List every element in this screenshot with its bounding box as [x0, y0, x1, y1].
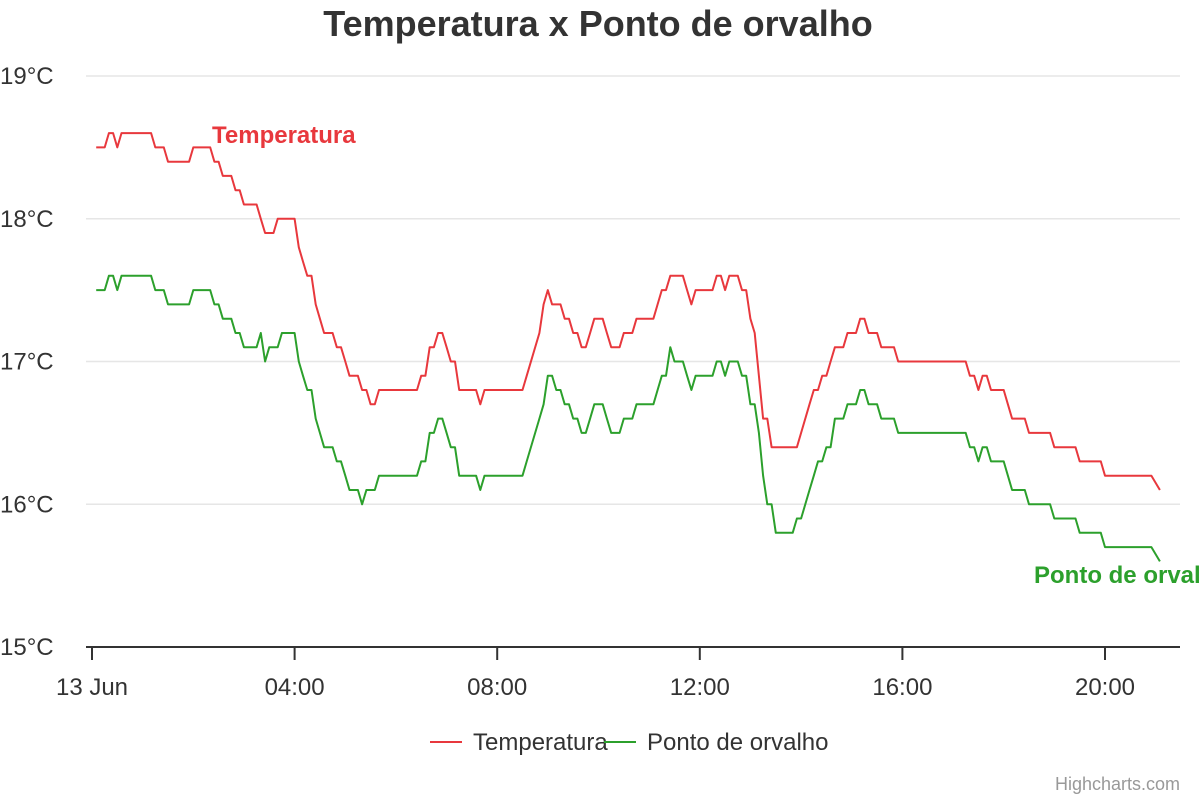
- series-labels: Temperatura Ponto de orvalho: [212, 122, 1200, 589]
- legend-item-temperatura[interactable]: Temperatura: [430, 729, 608, 756]
- x-tick-label: 20:00: [1075, 674, 1135, 701]
- y-tick-label: 15°C: [0, 634, 54, 661]
- y-tick-label: 19°C: [0, 63, 54, 90]
- legend-item-ponto-de-orvalho[interactable]: Ponto de orvalho: [604, 729, 828, 756]
- credits-link[interactable]: Highcharts.com: [1055, 774, 1180, 794]
- grid-layer: [86, 75, 1180, 505]
- x-axis: 13 Jun 04:00 08:00 12:00 16:00 20:00: [56, 646, 1180, 701]
- y-tick-label: 17°C: [0, 349, 54, 376]
- y-axis: 15°C 16°C 17°C 18°C 19°C: [0, 63, 54, 661]
- x-tick-label: 13 Jun: [56, 674, 128, 701]
- y-tick-label: 16°C: [0, 491, 54, 518]
- series-label-temperatura: Temperatura: [212, 122, 356, 149]
- legend-label-ponto-de-orvalho: Ponto de orvalho: [647, 729, 828, 756]
- y-tick-label: 18°C: [0, 206, 54, 233]
- x-tick-label: 16:00: [872, 674, 932, 701]
- x-tick-label: 04:00: [265, 674, 325, 701]
- series-layer: [96, 132, 1161, 562]
- x-tick-label: 08:00: [467, 674, 527, 701]
- legend-label-temperatura: Temperatura: [473, 729, 608, 756]
- x-tick-label: 12:00: [670, 674, 730, 701]
- series-line-ponto-de-orvalho[interactable]: [96, 274, 1161, 562]
- series-label-ponto-de-orvalho: Ponto de orvalho: [1034, 562, 1200, 589]
- series-line-temperatura[interactable]: [96, 132, 1161, 491]
- legend: Temperatura Ponto de orvalho: [430, 729, 828, 756]
- chart-title: Temperatura x Ponto de orvalho: [323, 3, 872, 44]
